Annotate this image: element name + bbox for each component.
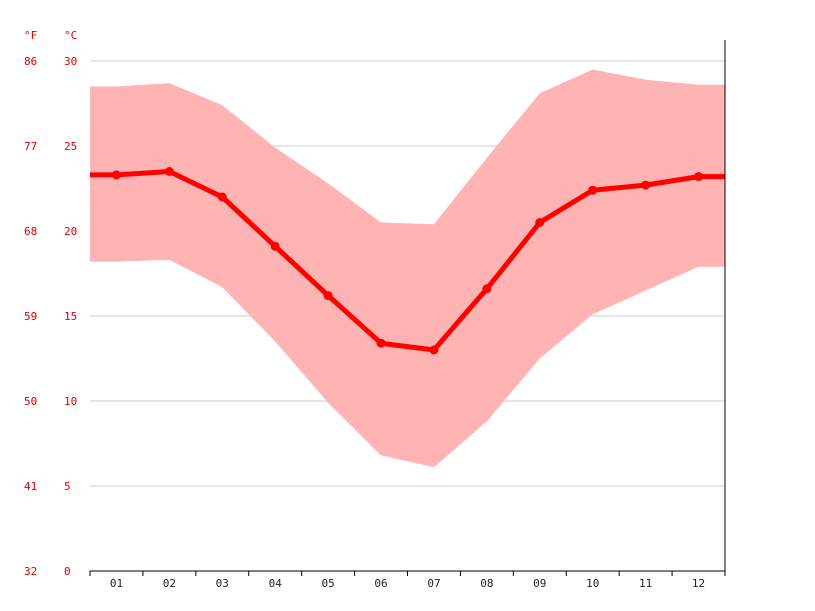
x-tick-label: 04 — [269, 577, 283, 590]
mean-point — [376, 338, 386, 348]
mean-point — [641, 180, 651, 190]
y-tick-celsius: 0 — [64, 565, 71, 578]
axes — [89, 40, 726, 576]
mean-point — [588, 185, 598, 195]
x-tick-label: 08 — [480, 577, 493, 590]
mean-point — [111, 170, 121, 180]
x-tick-label: 01 — [110, 577, 123, 590]
y-tick-celsius: 20 — [64, 225, 77, 238]
y-tick-fahrenheit: 32 — [24, 565, 37, 578]
x-tick-label: 05 — [322, 577, 335, 590]
mean-point — [535, 218, 545, 227]
x-tick-label: 09 — [533, 577, 546, 590]
y-tick-celsius: 25 — [64, 140, 77, 153]
mean-point — [323, 291, 333, 301]
celsius-unit-label: °C — [64, 29, 77, 42]
fahrenheit-unit-label: °F — [24, 29, 37, 42]
y-tick-fahrenheit: 86 — [24, 55, 37, 68]
y-tick-fahrenheit: 77 — [24, 140, 37, 153]
x-tick-label: 11 — [639, 577, 652, 590]
x-tick-label: 10 — [586, 577, 599, 590]
mean-line — [90, 167, 725, 355]
mean-point — [164, 167, 174, 176]
y-tick-fahrenheit: 68 — [24, 225, 37, 238]
y-tick-celsius: 10 — [64, 395, 77, 408]
y-tick-fahrenheit: 59 — [24, 310, 37, 323]
x-tick-label: 03 — [216, 577, 229, 590]
mean-point — [217, 192, 227, 202]
mean-point — [694, 172, 704, 182]
mean-point — [429, 345, 439, 355]
x-tick-label: 12 — [692, 577, 705, 590]
mean-point — [270, 241, 280, 251]
y-tick-celsius: 5 — [64, 480, 71, 493]
mean-line-path — [90, 169, 725, 353]
axis-labels: °F °C 0 32 5 41 10 50 15 59 20 68 25 77 30 86 01 02 03 04… — [24, 29, 705, 590]
y-tick-fahrenheit: 41 — [24, 480, 37, 493]
mean-point — [482, 284, 492, 294]
x-tick-label: 06 — [374, 577, 387, 590]
min-max-band-area — [90, 69, 725, 468]
x-tick-label: 02 — [163, 577, 176, 590]
y-tick-celsius: 15 — [64, 310, 77, 323]
y-tick-fahrenheit: 50 — [24, 395, 37, 408]
min-max-band — [90, 69, 725, 468]
y-tick-celsius: 30 — [64, 55, 77, 68]
x-tick-label: 07 — [427, 577, 440, 590]
